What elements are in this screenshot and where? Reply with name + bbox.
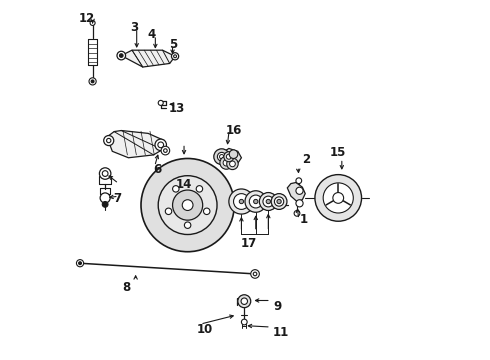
Circle shape	[102, 202, 108, 207]
Circle shape	[333, 193, 343, 203]
Circle shape	[89, 78, 96, 85]
Circle shape	[234, 194, 249, 210]
Text: 10: 10	[196, 323, 213, 336]
Text: 3: 3	[130, 21, 138, 34]
Circle shape	[184, 222, 191, 228]
Circle shape	[229, 150, 238, 158]
Text: 4: 4	[147, 28, 156, 41]
Text: 2: 2	[302, 153, 310, 166]
Circle shape	[271, 194, 287, 210]
Circle shape	[172, 186, 179, 192]
Circle shape	[315, 175, 362, 221]
Circle shape	[99, 168, 111, 179]
Polygon shape	[122, 50, 175, 67]
Circle shape	[226, 154, 231, 159]
Circle shape	[141, 158, 234, 252]
Text: 15: 15	[330, 145, 346, 158]
Text: 8: 8	[122, 281, 131, 294]
Circle shape	[120, 54, 123, 57]
Circle shape	[172, 53, 179, 60]
Polygon shape	[221, 148, 242, 167]
Circle shape	[158, 100, 163, 105]
Circle shape	[227, 158, 238, 170]
Circle shape	[263, 196, 274, 207]
Circle shape	[277, 199, 281, 204]
Text: 12: 12	[79, 12, 96, 25]
Text: 16: 16	[226, 124, 243, 137]
Circle shape	[229, 189, 254, 214]
Circle shape	[182, 200, 193, 211]
Text: 7: 7	[114, 192, 122, 205]
Text: 11: 11	[273, 326, 289, 339]
Circle shape	[76, 260, 84, 267]
Circle shape	[220, 156, 233, 169]
Circle shape	[294, 211, 300, 216]
Circle shape	[165, 208, 172, 215]
Circle shape	[296, 200, 303, 207]
Circle shape	[91, 80, 94, 83]
Circle shape	[296, 178, 302, 184]
Polygon shape	[107, 131, 164, 158]
Circle shape	[259, 193, 277, 211]
Circle shape	[323, 183, 353, 213]
Circle shape	[242, 319, 247, 325]
Circle shape	[218, 152, 226, 161]
Circle shape	[251, 270, 259, 278]
Text: 17: 17	[241, 237, 257, 250]
Circle shape	[254, 199, 258, 204]
Circle shape	[161, 146, 170, 155]
Circle shape	[239, 199, 244, 204]
Text: 1: 1	[300, 213, 308, 226]
Circle shape	[274, 197, 284, 206]
Circle shape	[155, 139, 167, 150]
Text: 14: 14	[176, 178, 192, 191]
Circle shape	[117, 51, 125, 60]
Circle shape	[241, 298, 247, 305]
Circle shape	[172, 190, 203, 220]
Circle shape	[266, 199, 270, 204]
Circle shape	[203, 208, 210, 215]
Circle shape	[100, 193, 110, 203]
Circle shape	[296, 187, 303, 194]
Text: 5: 5	[169, 38, 177, 51]
Circle shape	[90, 21, 95, 26]
Circle shape	[238, 295, 251, 308]
Circle shape	[214, 149, 230, 165]
Text: 6: 6	[153, 163, 161, 176]
Circle shape	[104, 135, 114, 145]
Polygon shape	[287, 183, 305, 202]
Circle shape	[224, 152, 234, 162]
Circle shape	[249, 195, 262, 208]
Circle shape	[230, 161, 235, 167]
Circle shape	[196, 186, 203, 192]
Text: 13: 13	[169, 102, 185, 115]
Text: 9: 9	[273, 300, 281, 313]
Circle shape	[223, 159, 230, 166]
Circle shape	[245, 191, 267, 212]
Circle shape	[78, 262, 81, 265]
Circle shape	[158, 176, 217, 234]
